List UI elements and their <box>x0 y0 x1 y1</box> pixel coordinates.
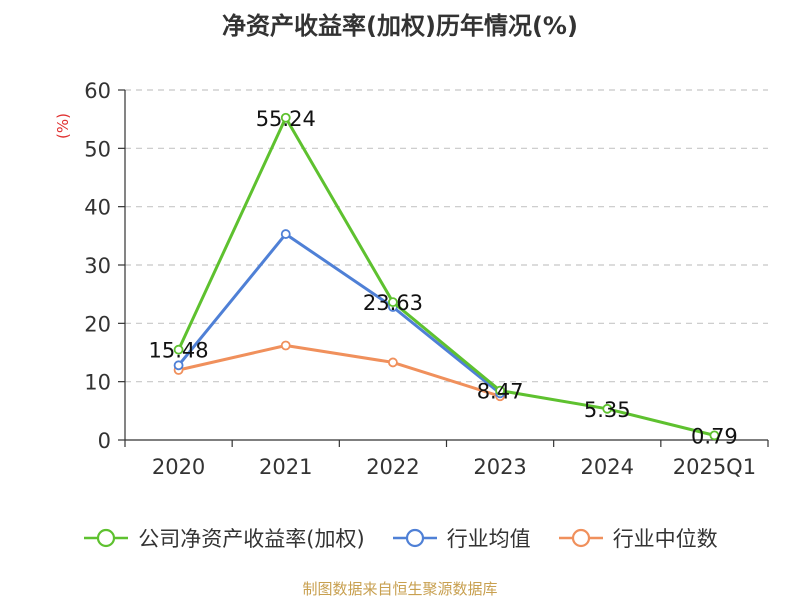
data-point-0-0 <box>173 344 184 355</box>
data-label-1: 55.24 <box>256 107 316 131</box>
data-label-5: 0.79 <box>691 424 738 448</box>
legend-label-2: 行业中位数 <box>612 527 718 551</box>
data-point-0-3 <box>495 385 505 396</box>
legend-item-1: 行业均值 <box>391 523 531 553</box>
legend-marker-1 <box>392 528 437 548</box>
y-axis-label: (%) <box>54 113 72 139</box>
legend-marker-0 <box>84 528 129 548</box>
data-point-0-1 <box>280 112 291 123</box>
x-tick-label-2024: 2024 <box>581 455 634 479</box>
series-line-0 <box>177 116 715 437</box>
y-tick-label-40: 40 <box>84 196 111 220</box>
legend: 公司净资产收益率(加权) 行业均值 行业中位数 <box>0 520 800 556</box>
source-note: 制图数据来自恒生聚源数据库 <box>302 580 498 598</box>
y-tick-label-50: 50 <box>84 137 111 161</box>
data-point-0-2 <box>388 297 398 308</box>
line-chart: 0 10 20 30 40 50 60 2020 2021 2022 2023 2024 2025Q1 (… <box>54 79 769 479</box>
y-tick-label-20: 20 <box>84 312 111 336</box>
data-label-4: 5.35 <box>584 398 631 422</box>
legend-label-0: 公司净资产收益率(加权) <box>138 527 365 551</box>
data-label-0: 15.48 <box>149 339 209 363</box>
data-point-0-5 <box>709 430 720 441</box>
data-point-2-1 <box>280 340 291 351</box>
data-labels: 15.48 55.24 23.63 8.47 5.35 0.79 <box>149 107 738 449</box>
x-tick-label-2025Q1: 2025Q1 <box>673 455 756 479</box>
data-point-0-4 <box>602 403 613 414</box>
series-line-1 <box>177 232 502 395</box>
x-tick-label-2021: 2021 <box>259 455 312 479</box>
legend-marker-2 <box>558 528 603 548</box>
x-tick-label-2022: 2022 <box>366 455 419 479</box>
x-tick-label-2023: 2023 <box>473 455 526 479</box>
data-label-2: 23.63 <box>363 291 423 315</box>
data-point-2-2 <box>388 357 398 368</box>
y-tick-label-10: 10 <box>84 371 111 395</box>
legend-label-1: 行业均值 <box>446 527 531 551</box>
series-line-2 <box>178 344 501 398</box>
y-tick-label-30: 30 <box>84 254 111 278</box>
data-label-3: 8.47 <box>477 380 524 404</box>
y-tick-label-60: 60 <box>84 79 111 103</box>
axes: 0 10 20 30 40 50 60 2020 2021 2022 2023 2024 2025Q1 (… <box>54 79 769 479</box>
series-lines <box>173 112 720 441</box>
grid-lines <box>125 89 768 383</box>
data-point-1-1 <box>280 229 291 239</box>
data-point-1-0 <box>173 360 184 371</box>
legend-item-0: 公司净资产收益率(加权) <box>82 523 365 553</box>
y-tick-label-0: 0 <box>98 429 111 453</box>
legend-item-2: 行业中位数 <box>557 523 718 553</box>
x-tick-label-2020: 2020 <box>152 455 205 479</box>
chart-title: 净资产收益率(加权)历年情况(%) <box>222 12 578 40</box>
